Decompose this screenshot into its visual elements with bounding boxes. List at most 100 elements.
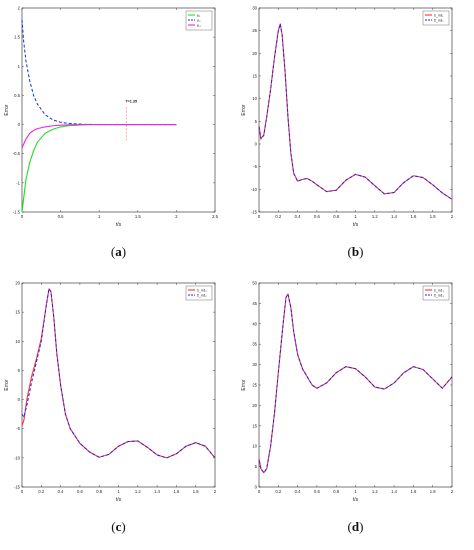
legend-label: ṡ_nd₃ xyxy=(434,288,444,292)
x-tick-label: 1.2 xyxy=(372,214,378,219)
legend-label: ṡ̂_nd₁ xyxy=(434,18,444,22)
y-tick-label: 0.5 xyxy=(14,93,20,98)
y-tick-label: 25 xyxy=(252,28,257,33)
y-tick-label: -1.5 xyxy=(13,210,21,215)
x-tick-label: 2 xyxy=(175,214,178,219)
chart-panel-c: 0 0.2 0.4 0.6 0.8 1 1.2 1.4 1.6 1.8 2 -15 -10 -5 0 5 10 1… xyxy=(0,275,237,550)
x-tick-label: 1.4 xyxy=(391,489,397,494)
y-tick-label: 10 xyxy=(252,444,257,449)
x-tick-label: 2 xyxy=(214,489,217,494)
chart-d: 0 0.2 0.4 0.6 0.8 1 1.2 1.4 1.6 1.8 20510152025303… xyxy=(241,281,454,504)
y-tick-label: 20 xyxy=(252,51,257,56)
x-tick-label: 1.8 xyxy=(430,214,436,219)
x-tick-label: 0 xyxy=(21,489,24,494)
x-axis-label: t/s xyxy=(116,222,122,228)
y-tick-label: 45 xyxy=(252,301,257,306)
x-tick-label: 2 xyxy=(451,489,454,494)
x-tick-label: 1 xyxy=(354,214,357,219)
y-tick-label: 25 xyxy=(252,383,257,388)
chart-c: 0 0.2 0.4 0.6 0.8 1 1.2 1.4 1.6 1.8 2 -15 -10 -5 0 5 10 1… xyxy=(4,281,217,504)
y-tick-label: -5 xyxy=(16,426,20,431)
x-tick-label: 1 xyxy=(354,489,357,494)
y-tick-label: 0 xyxy=(18,397,21,402)
y-tick-label: 35 xyxy=(252,342,257,347)
x-tick-label: 0.6 xyxy=(314,489,320,494)
plot-frame xyxy=(21,7,216,213)
y-tick-label: 30 xyxy=(252,6,257,11)
x-tick-label: 0.2 xyxy=(38,489,44,494)
y-axis-label: Error xyxy=(4,104,10,115)
y-tick-label: 5 xyxy=(18,368,21,373)
series-line-2 xyxy=(258,23,453,200)
x-tick-label: 2.5 xyxy=(212,214,218,219)
x-tick-label: 1.4 xyxy=(391,214,397,219)
x-tick-label: 0.2 xyxy=(275,214,281,219)
y-tick-label: -0.5 xyxy=(13,151,21,156)
x-tick-label: 1.2 xyxy=(372,489,378,494)
legend-label: e₃ xyxy=(197,23,201,27)
x-tick-label: 1.2 xyxy=(135,489,141,494)
y-tick-label: 5 xyxy=(255,464,258,469)
chart-a: 0 0.5 1 1.5 2 2.5 -1.5 -1 -0.5 0 0.5 1 1.5 2 t/s Error T… xyxy=(4,6,219,229)
x-tick-label: 0.6 xyxy=(77,489,83,494)
x-tick-label: 1.8 xyxy=(193,489,199,494)
caption-c: (c) xyxy=(111,519,126,534)
chart-panel-b: 0 0.2 0.4 0.6 0.8 1 1.2 1.4 1.6 1.8 2 -15 -10 -5 0 5 10 1… xyxy=(237,0,474,275)
y-tick-label: 50 xyxy=(252,281,257,286)
y-axis-label: Error xyxy=(241,379,247,390)
x-tick-label: 1.6 xyxy=(410,489,416,494)
y-tick-label: -15 xyxy=(14,485,21,490)
y-tick-label: -5 xyxy=(253,164,257,169)
x-tick-label: 1.6 xyxy=(410,214,416,219)
x-tick-label: 0.8 xyxy=(96,489,102,494)
x-tick-label: 0.4 xyxy=(58,489,64,494)
y-tick-label: -10 xyxy=(251,187,258,192)
series-line-3 xyxy=(21,124,177,149)
x-tick-label: 0.8 xyxy=(333,214,339,219)
y-tick-label: 15 xyxy=(15,310,20,315)
x-tick-label: 1.6 xyxy=(173,489,179,494)
x-tick-label: 0.4 xyxy=(295,489,301,494)
y-axis-label: Error xyxy=(4,379,10,390)
y-tick-label: 15 xyxy=(252,74,257,79)
x-tick-label: 1.5 xyxy=(135,214,141,219)
y-tick-label: 1.5 xyxy=(14,35,20,40)
series-line-1 xyxy=(258,293,453,474)
y-tick-label: 0 xyxy=(255,142,258,147)
legend-label: ṡ̂_nd₂ xyxy=(197,293,207,297)
annotation-label: T=1.35 xyxy=(125,99,137,103)
x-tick-label: 1 xyxy=(98,214,101,219)
x-tick-label: 1.8 xyxy=(430,489,436,494)
x-axis-label: t/s xyxy=(353,497,359,503)
legend-label: ṡ_nd₁ xyxy=(434,13,444,17)
x-tick-label: 0.6 xyxy=(314,214,320,219)
y-tick-label: 0 xyxy=(18,122,21,127)
y-tick-label: 2 xyxy=(18,6,21,11)
x-axis-label: t/s xyxy=(353,222,359,228)
y-tick-label: 1 xyxy=(18,64,21,69)
legend-label: ṡ_nd₂ xyxy=(197,288,207,292)
x-tick-label: 0.2 xyxy=(275,489,281,494)
chart-panel-d: 0 0.2 0.4 0.6 0.8 1 1.2 1.4 1.6 1.8 2 0 5 10 15 20 25 30 3… xyxy=(237,275,474,550)
y-tick-label: 20 xyxy=(15,281,20,286)
y-axis-label: Error xyxy=(241,104,247,115)
legend-label: e₂ xyxy=(197,18,201,22)
x-tick-label: 0.5 xyxy=(58,214,64,219)
y-tick-label: 40 xyxy=(252,321,257,326)
chart-panel-a: 0 0.5 1 1.5 2 2.5 -1.5 -1 -0.5 0 0.5 1 1.5 2 t/s Error T… xyxy=(0,0,237,275)
y-tick-label: 10 xyxy=(15,339,20,344)
x-tick-label: 0.4 xyxy=(295,214,301,219)
x-tick-label: 2 xyxy=(451,214,454,219)
y-tick-label: 20 xyxy=(252,403,257,408)
chart-b: 0 0.2 0.4 0.6 0.8 1 1.2 1.4 1.6 1.8 2 -15 -10 -5 0 5 10 1… xyxy=(241,6,454,229)
x-tick-label: 0 xyxy=(258,489,261,494)
plot-frame xyxy=(258,282,453,488)
caption-d: (d) xyxy=(347,519,364,534)
y-tick-label: 30 xyxy=(252,362,257,367)
x-tick-label: 1 xyxy=(117,489,120,494)
plot-frame xyxy=(258,7,453,213)
y-tick-label: 5 xyxy=(255,119,258,124)
plot-frame xyxy=(21,282,216,488)
x-axis-label: t/s xyxy=(116,497,122,503)
legend-label: e₁ xyxy=(197,13,201,17)
